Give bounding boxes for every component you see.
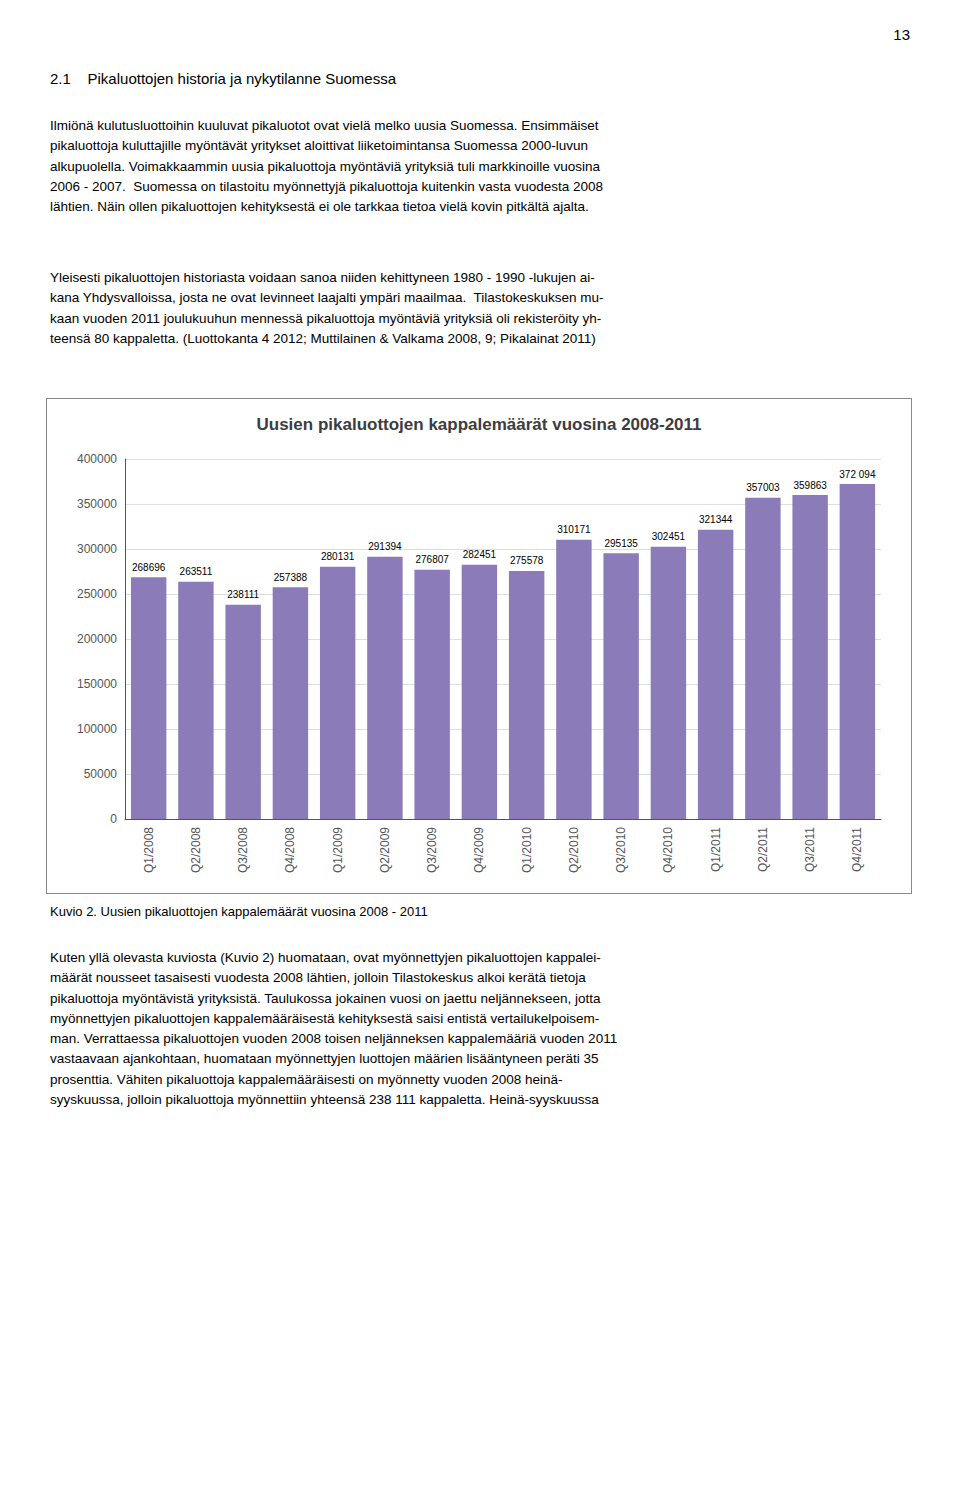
svg-text:291394: 291394	[368, 541, 402, 552]
svg-text:Q3/2010: Q3/2010	[614, 827, 628, 873]
svg-text:263511: 263511	[180, 566, 213, 577]
svg-text:295135: 295135	[604, 538, 638, 549]
html-text:Kuten yllä olevasta kuviosta (: Kuten yllä olevasta kuviosta (Kuvio 2) h…	[50, 950, 618, 1107]
svg-text:357003: 357003	[746, 482, 780, 493]
svg-text:Q1/2010: Q1/2010	[520, 827, 534, 873]
svg-text:Q2/2010: Q2/2010	[567, 827, 581, 873]
svg-text:Q4/2011: Q4/2011	[850, 827, 864, 872]
svg-text:372 094: 372 094	[839, 469, 876, 480]
svg-text:321344: 321344	[699, 514, 733, 525]
svg-text:280131: 280131	[321, 551, 355, 562]
svg-text:Q2/2009: Q2/2009	[378, 827, 392, 873]
svg-text:150000: 150000	[77, 677, 117, 691]
svg-text:Uusien pikaluottojen kappalemä: Uusien pikaluottojen kappalemäärät vuosi…	[256, 415, 701, 434]
svg-text:268696: 268696	[132, 562, 166, 573]
svg-text:Q1/2011: Q1/2011	[709, 827, 723, 872]
html-text:Kuvio 2. Uusien pikaluottojen: Kuvio 2. Uusien pikaluottojen kappalemää…	[50, 904, 428, 919]
svg-text:0: 0	[110, 812, 117, 826]
html-text:2.1 Pikaluottojen historia ja: 2.1 Pikaluottojen historia ja nykytilann…	[50, 70, 396, 87]
svg-text:302451: 302451	[652, 531, 686, 542]
svg-text:276807: 276807	[415, 554, 449, 565]
svg-text:257388: 257388	[274, 572, 308, 583]
svg-text:100000: 100000	[77, 722, 117, 736]
html-text:13: 13	[893, 26, 910, 43]
svg-text:310171: 310171	[557, 524, 591, 535]
svg-text:200000: 200000	[77, 632, 117, 646]
svg-text:Q3/2008: Q3/2008	[236, 827, 250, 873]
svg-text:Q4/2008: Q4/2008	[283, 827, 297, 873]
svg-text:Q3/2009: Q3/2009	[425, 827, 439, 873]
svg-text:350000: 350000	[77, 497, 117, 511]
svg-text:250000: 250000	[77, 587, 117, 601]
svg-text:Q2/2008: Q2/2008	[189, 827, 203, 873]
svg-text:400000: 400000	[77, 452, 117, 466]
svg-text:238111: 238111	[227, 589, 259, 600]
svg-text:Q3/2011: Q3/2011	[803, 827, 817, 872]
svg-text:Q1/2008: Q1/2008	[142, 827, 156, 873]
svg-text:Q4/2009: Q4/2009	[472, 827, 486, 873]
svg-text:275578: 275578	[510, 555, 544, 566]
svg-text:Q2/2011: Q2/2011	[756, 827, 770, 872]
svg-text:300000: 300000	[77, 542, 117, 556]
svg-text:50000: 50000	[84, 767, 118, 781]
svg-text:359863: 359863	[793, 480, 827, 491]
svg-text:282451: 282451	[463, 549, 497, 560]
html-text:Ilmiönä kulutusluottoihin kuul: Ilmiönä kulutusluottoihin kuuluvat pikal…	[50, 118, 604, 214]
html-text:Yleisesti pikaluottojen histor: Yleisesti pikaluottojen historiasta void…	[50, 270, 604, 346]
svg-text:Q1/2009: Q1/2009	[331, 827, 345, 873]
svg-text:Q4/2010: Q4/2010	[661, 827, 675, 873]
